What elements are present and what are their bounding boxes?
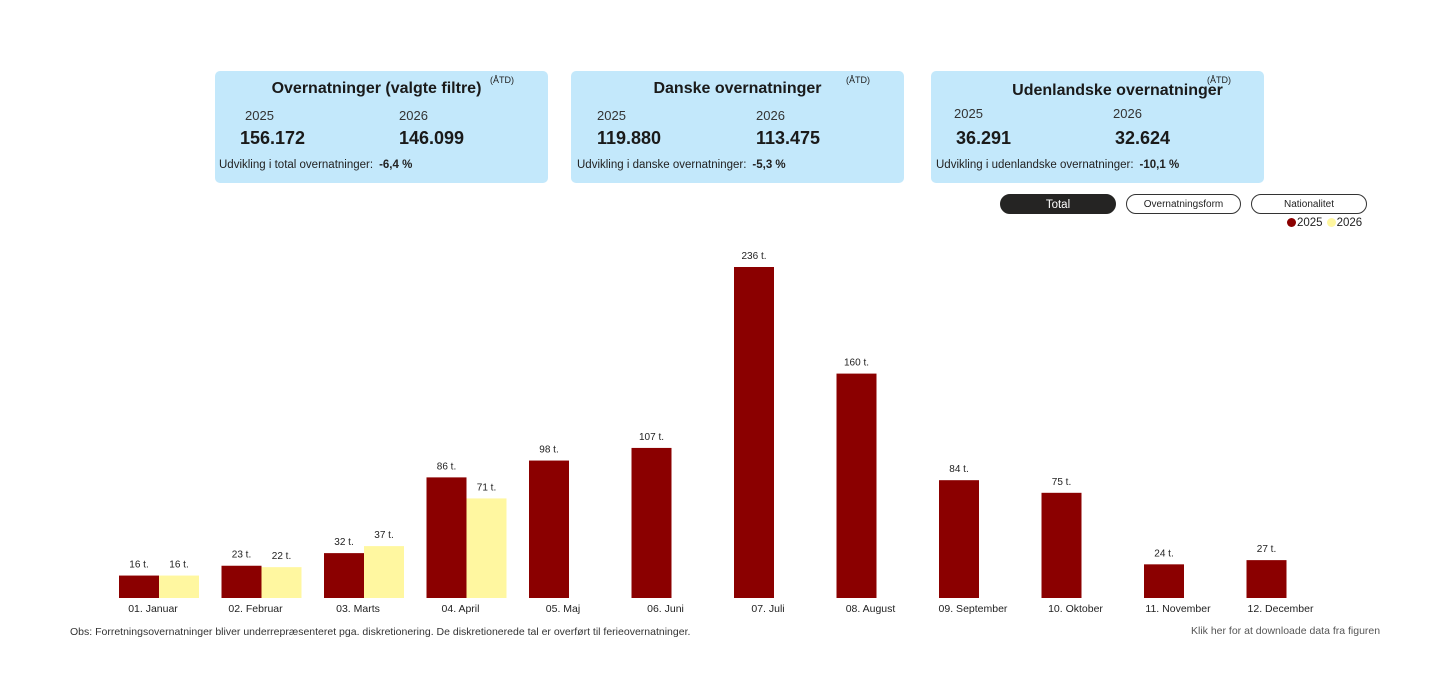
bar-2025-1 [119, 575, 159, 598]
bar-2026-4 [466, 498, 507, 598]
kpi-title: Udenlandske overnatninger [1012, 82, 1223, 99]
nationalitet-toggle-button[interactable]: Nationalitet [1251, 194, 1367, 214]
x-tick-label-7: 07. Juli [751, 603, 784, 615]
kpi-year-2026: 2026 [1113, 106, 1142, 121]
bar-label-2025-7: 236 t. [741, 251, 766, 262]
bar-2025-7 [734, 267, 774, 598]
kpi-development-value: -5,3 % [752, 159, 786, 171]
bar-label-2025-10: 75 t. [1052, 477, 1071, 488]
bar-label-2025-12: 27 t. [1257, 544, 1276, 555]
kpi-value-2025: 119.880 [597, 128, 662, 148]
x-tick-label-11: 11. November [1145, 603, 1211, 615]
kpi-year-2026: 2026 [756, 108, 785, 123]
kpi-value-2026: 113.475 [756, 128, 821, 148]
legend-swatch-2026 [1326, 218, 1336, 227]
bar-2026-1 [159, 575, 199, 598]
bar-label-2026-3: 37 t. [374, 530, 393, 541]
x-tick-label-4: 04. April [442, 603, 480, 615]
bar-label-2025-3: 32 t. [334, 537, 353, 548]
bar-label-2025-11: 24 t. [1154, 548, 1173, 559]
bar-2026-3 [364, 546, 404, 598]
kpi-development-label: Udvikling i danske overnatninger: [577, 159, 747, 171]
kpi-value-2025: 36.291 [956, 128, 1012, 148]
bar-2026-2 [261, 567, 302, 598]
kpi-atd-label: (ÅTD) [490, 75, 514, 85]
bar-label-2026-1: 16 t. [169, 560, 188, 571]
bar-2025-10 [1041, 492, 1082, 598]
kpi-title: Danske overnatninger [653, 80, 822, 97]
kpi-value-2026: 146.099 [399, 128, 465, 148]
bar-2025-12 [1246, 560, 1287, 598]
legend-swatch-2025 [1287, 218, 1296, 227]
x-tick-label-2: 02. Februar [228, 603, 283, 615]
bar-label-2025-8: 160 t. [844, 358, 869, 369]
kpi-value-2026: 32.624 [1115, 128, 1171, 148]
x-tick-label-5: 05. Maj [546, 603, 580, 615]
bar-label-2025-2: 23 t. [232, 550, 251, 561]
kpi-year-2026: 2026 [399, 108, 428, 123]
kpi-development: Udvikling i udenlandske overnatninger: -1… [936, 159, 1179, 171]
kpi-card-foreign: Udenlandske overnatninger (ÅTD) 2025 202… [931, 71, 1264, 183]
kpi-development: Udvikling i danske overnatninger: -5,3 % [577, 159, 786, 171]
bar-2025-9 [939, 480, 979, 598]
bar-2025-4 [426, 477, 467, 598]
bar-label-2025-5: 98 t. [539, 445, 558, 456]
bar-label-2026-2: 22 t. [272, 551, 291, 562]
kpi-year-2025: 2025 [597, 108, 626, 123]
bar-2025-6 [631, 447, 672, 598]
kpi-year-2025: 2025 [245, 108, 274, 123]
bar-label-2025-9: 84 t. [949, 464, 968, 475]
bar-2025-11 [1144, 564, 1184, 598]
bar-label-2025-4: 86 t. [437, 461, 456, 472]
bar-label-2025-1: 16 t. [129, 560, 148, 571]
x-tick-label-6: 06. Juni [647, 603, 684, 615]
kpi-year-2025: 2025 [954, 106, 983, 121]
kpi-development-label: Udvikling i total overnatninger: [219, 159, 374, 171]
bar-label-2026-4: 71 t. [477, 482, 496, 493]
x-tick-label-9: 09. September [939, 603, 1008, 615]
kpi-atd-label: (ÅTD) [1207, 75, 1231, 85]
kpi-card-danish: Danske overnatninger (ÅTD) 2025 2026 119… [571, 71, 904, 183]
kpi-development-value: -10,1 % [1139, 159, 1180, 171]
legend-label-2026: 2026 [1336, 217, 1363, 229]
x-tick-label-10: 10. Oktober [1048, 603, 1103, 615]
bar-2025-8 [836, 373, 877, 598]
x-tick-label-12: 12. December [1248, 603, 1314, 615]
chart-legend: 2025 2026 [1287, 217, 1362, 229]
footnote: Obs: Forretningsovernatninger bliver und… [70, 626, 691, 638]
kpi-value-2025: 156.172 [240, 128, 306, 148]
kpi-title: Overnatninger (valgte filtre) [271, 80, 482, 97]
overnatningsform-toggle-button[interactable]: Overnatningsform [1126, 194, 1241, 214]
x-tick-label-3: 03. Marts [336, 603, 380, 615]
kpi-atd-label: (ÅTD) [846, 75, 870, 85]
kpi-development: Udvikling i total overnatninger: -6,4 % [219, 159, 412, 171]
download-data-link[interactable]: Klik her for at downloade data fra figur… [1191, 625, 1381, 637]
x-tick-label-8: 08. August [846, 603, 896, 615]
kpi-card-total: Overnatninger (valgte filtre) (ÅTD) 2025… [215, 71, 548, 183]
kpi-development-value: -6,4 % [379, 159, 413, 171]
bar-2025-3 [324, 553, 364, 598]
bar-label-2025-6: 107 t. [639, 432, 664, 443]
legend-label-2025: 2025 [1297, 217, 1323, 229]
bar-2025-5 [529, 460, 569, 598]
kpi-development-label: Udvikling i udenlandske overnatninger: [936, 159, 1134, 171]
total-toggle-button[interactable]: Total [1000, 194, 1116, 214]
x-tick-label-1: 01. Januar [128, 603, 178, 615]
bar-2025-2 [221, 565, 262, 598]
